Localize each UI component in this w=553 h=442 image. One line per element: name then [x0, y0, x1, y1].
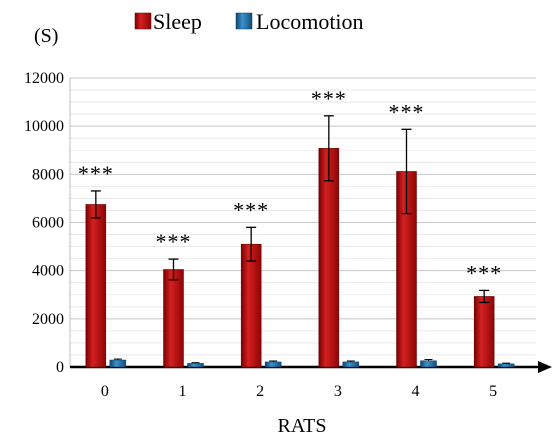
x-tick-label: 1	[179, 383, 187, 400]
legend-label-locomotion: Locomotion	[256, 9, 364, 34]
legend-swatch-locomotion	[235, 12, 253, 30]
bar-locomotion	[109, 359, 127, 368]
x-axis-arrow	[538, 361, 552, 373]
significance-label: ***	[156, 229, 192, 254]
significance-label: ***	[78, 161, 114, 186]
bar-locomotion	[187, 363, 204, 368]
y-tick-label: 0	[56, 359, 64, 376]
y-tick-label: 12000	[24, 70, 64, 87]
bar-locomotion	[342, 361, 360, 368]
y-unit-label: (S)	[34, 25, 58, 47]
bar-sleep	[85, 204, 107, 368]
significance-label: ***	[311, 86, 347, 111]
x-axis-title: RATS	[278, 415, 327, 437]
x-tick-label: 0	[101, 383, 109, 400]
bar-sleep	[240, 243, 262, 368]
axes	[69, 78, 552, 373]
y-tick-label: 2000	[32, 311, 64, 328]
legend-item-sleep: Sleep	[134, 9, 202, 34]
bar-locomotion	[264, 361, 282, 368]
grid-lines	[70, 77, 536, 356]
legend-swatch-sleep	[134, 12, 152, 30]
x-tick-label: 2	[256, 383, 264, 400]
y-tick-label: 8000	[32, 166, 64, 183]
bar-locomotion	[420, 360, 437, 368]
significance-label: ***	[466, 260, 502, 285]
bars	[85, 115, 515, 368]
y-tick-label: 10000	[24, 118, 64, 135]
legend-item-locomotion: Locomotion	[235, 9, 364, 34]
bar-sleep	[163, 269, 184, 368]
bar-sleep	[473, 296, 495, 368]
x-tick-label: 3	[334, 383, 342, 400]
y-tick-labels: 0 2000 4000 6000 8000 10000 12000	[24, 70, 64, 376]
significance-labels: *** *** *** *** *** ***	[78, 86, 502, 286]
x-tick-label: 5	[489, 383, 497, 400]
x-tick-labels: 0 1 2 3 4 5	[101, 383, 497, 400]
y-tick-label: 4000	[32, 263, 64, 280]
bar-locomotion	[497, 363, 515, 368]
significance-label: ***	[233, 197, 269, 222]
legend: Sleep Locomotion	[134, 9, 364, 34]
y-tick-label: 6000	[32, 215, 64, 232]
x-tick-label: 4	[412, 383, 420, 400]
legend-label-sleep: Sleep	[153, 9, 202, 34]
significance-label: ***	[389, 99, 425, 124]
